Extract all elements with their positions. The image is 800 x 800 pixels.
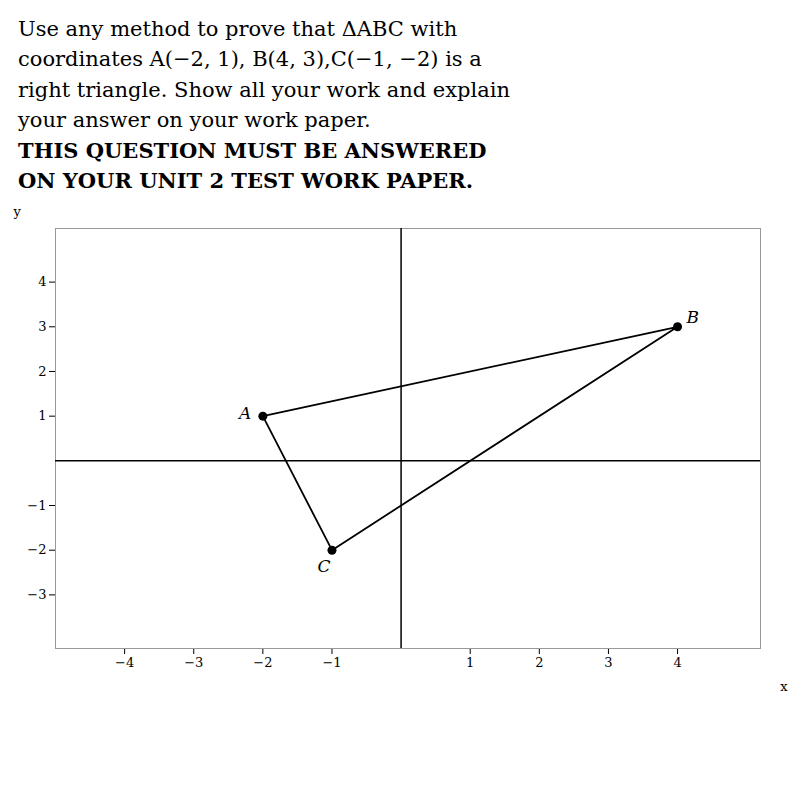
html-text:ON YOUR UNIT 2 TEST WORK PAPER: ON YOUR UNIT 2 TEST WORK PAPER.: [18, 168, 474, 194]
svg-text:−3: −3: [27, 587, 46, 602]
svg-text:1: 1: [38, 408, 46, 423]
svg-text:4: 4: [38, 274, 46, 289]
html-text:your answer on your work paper: your answer on your work paper.: [18, 108, 371, 133]
svg-text:2: 2: [535, 654, 543, 669]
html-text:coordinates A(−2, 1), B(4, 3),: coordinates A(−2, 1), B(4, 3),C(−1, −2) …: [18, 47, 482, 72]
svg-text:y: y: [13, 203, 22, 218]
svg-text:3: 3: [604, 654, 612, 669]
svg-text:1: 1: [466, 654, 474, 669]
svg-text:−1: −1: [322, 654, 341, 669]
svg-text:2: 2: [38, 363, 46, 378]
svg-text:−2: −2: [253, 654, 272, 669]
svg-text:−3: −3: [184, 654, 203, 669]
html-text:right triangle. Show all your: right triangle. Show all your work and e…: [18, 77, 510, 102]
html-text:THIS QUESTION MUST BE ANSWERED: THIS QUESTION MUST BE ANSWERED: [18, 137, 487, 163]
svg-text:C: C: [317, 555, 330, 575]
svg-text:A: A: [237, 403, 251, 423]
svg-text:4: 4: [673, 654, 681, 669]
svg-text:−2: −2: [27, 542, 46, 557]
svg-text:x: x: [780, 678, 788, 693]
html-text:Use any method to prove that Δ: Use any method to prove that ΔABC with: [18, 17, 458, 41]
svg-text:−1: −1: [27, 497, 46, 512]
svg-text:−4: −4: [115, 654, 134, 669]
svg-text:3: 3: [38, 319, 46, 334]
svg-text:B: B: [685, 306, 699, 326]
